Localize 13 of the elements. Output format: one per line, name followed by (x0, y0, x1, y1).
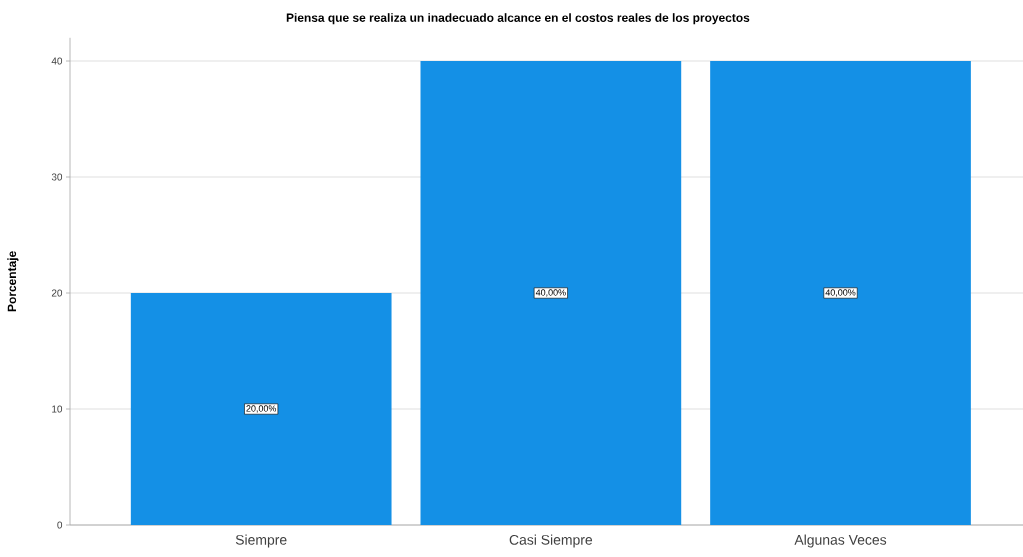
x-tick-label: Siempre (235, 534, 287, 548)
y-tick-label: 40 (51, 57, 63, 65)
chart-title: Piensa que se realiza un inadecuado alcance en el costos reales de los proyectos (286, 13, 750, 25)
y-tick-label: 0 (57, 521, 63, 529)
x-tick-label: Algunas Veces (794, 534, 887, 548)
x-tick-label: Casi Siempre (509, 534, 593, 548)
data-label: 20,00% (246, 405, 277, 413)
y-tick-label: 30 (51, 173, 63, 181)
y-axis-title: Porcentaje (7, 251, 19, 312)
y-tick-label: 20 (51, 289, 63, 297)
data-label: 40,00% (535, 289, 566, 297)
data-label: 40,00% (825, 289, 856, 297)
y-tick-label: 10 (52, 405, 63, 413)
